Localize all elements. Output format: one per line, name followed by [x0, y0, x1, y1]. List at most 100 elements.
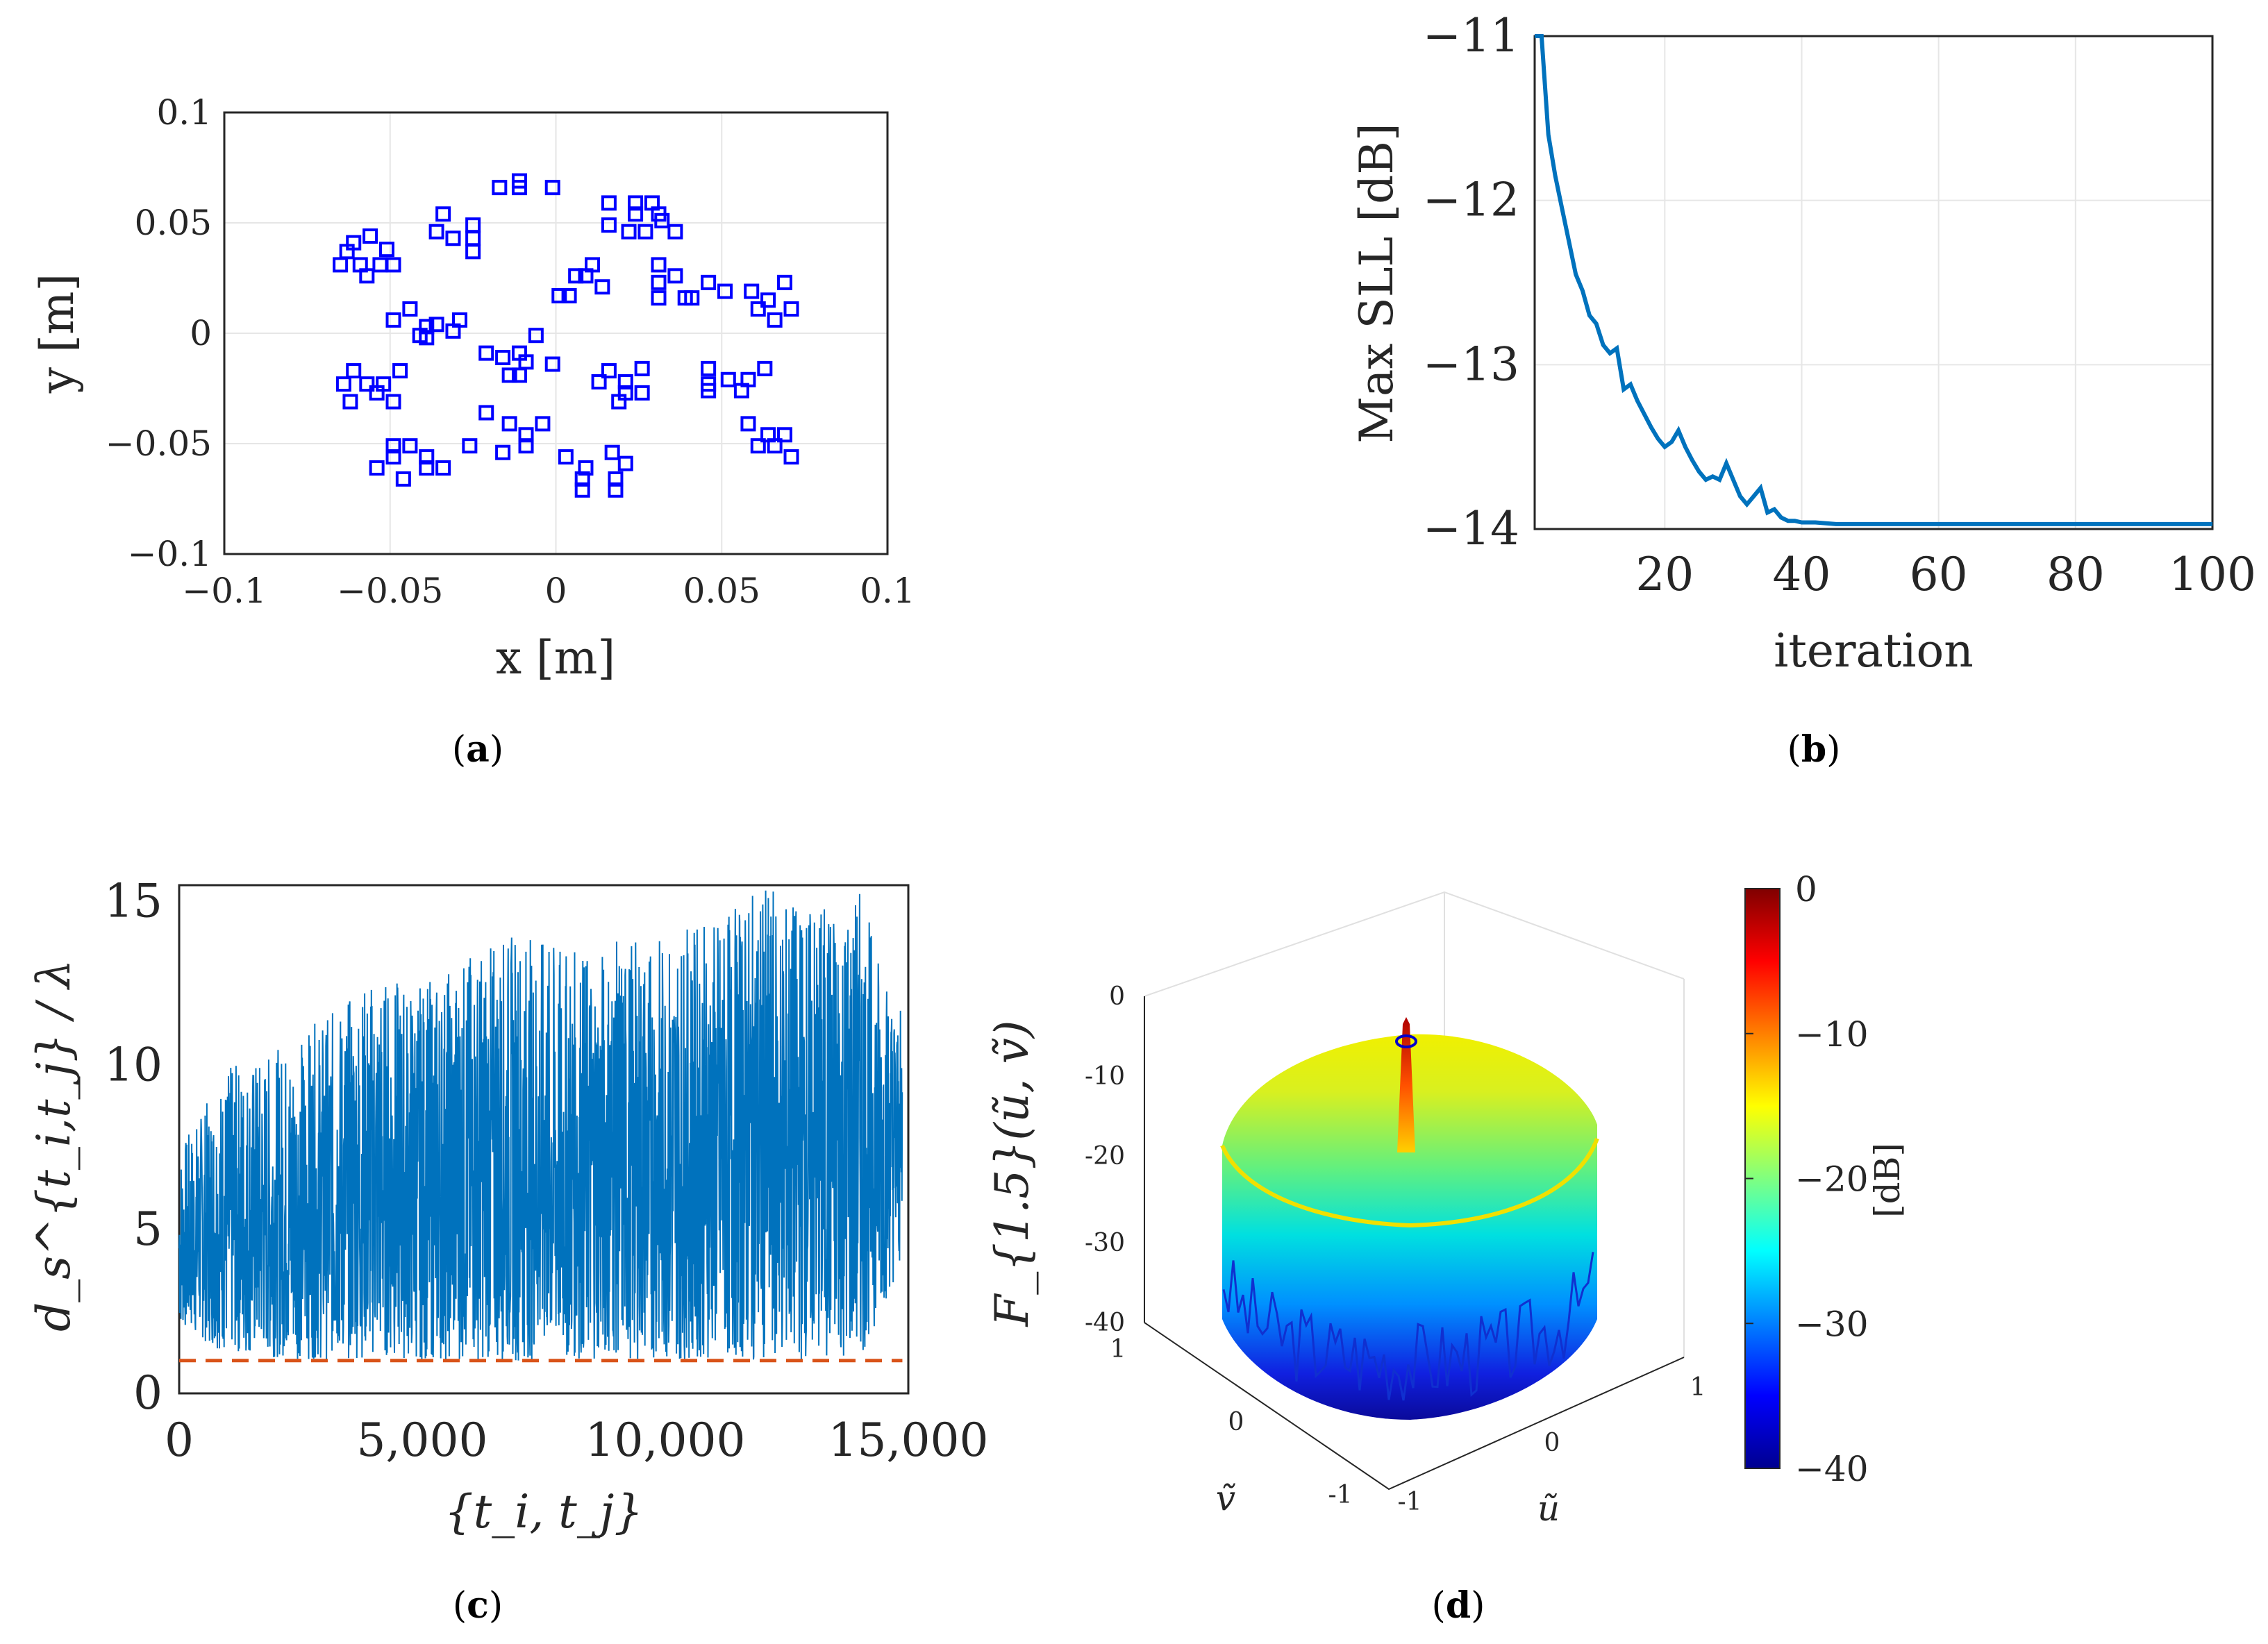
panel-a-marker: [501, 367, 517, 383]
panel-a-marker: [776, 427, 792, 443]
panel-a-marker: [333, 257, 349, 273]
panel-b-axes-box: [1533, 35, 2214, 530]
panel-a-marker: [402, 438, 418, 454]
panel-a-marker: [611, 394, 627, 410]
panel-a-marker: [744, 283, 760, 299]
panel-a-marker: [378, 242, 394, 258]
panel-a-marker: [359, 376, 375, 392]
panel-b-line: 20 40 60 80 100 −11 −12 −13 −14 iteration Max S…: [1350, 9, 2256, 771]
panel-a-marker: [701, 383, 717, 399]
panel-b-grid: [1535, 35, 2213, 530]
panel-a-marker: [495, 444, 511, 460]
panel-a-marker: [750, 301, 766, 317]
panel-a-xtick-label: 0: [545, 571, 567, 611]
panel-b-ytick-label: −14: [1423, 502, 1519, 555]
panel-a-xtick-label: −0.1: [182, 571, 266, 611]
panel-d-surface-floor: [1222, 1252, 1594, 1401]
panel-c-caption: (c): [453, 1584, 503, 1627]
panel-a-marker: [369, 460, 385, 476]
panel-a-marker: [651, 206, 667, 222]
panel-a-marker: [720, 371, 736, 387]
panel-a-marker: [767, 312, 783, 328]
panel-a-marker: [783, 449, 799, 465]
panel-d-colorbar-tick-label: 0: [1795, 869, 1817, 909]
panel-a-marker: [601, 217, 617, 233]
panel-b-ytick-label: −11: [1423, 9, 1519, 62]
panel-a-xtick-label: 0.1: [860, 571, 915, 611]
panel-a-marker: [544, 356, 560, 372]
panel-a-marker: [465, 230, 481, 246]
panel-d-ztick-label: 0: [1109, 982, 1125, 1011]
panel-d-caption: (d): [1432, 1584, 1485, 1627]
panel-a-marker: [385, 449, 401, 465]
panel-d-colorbar-tick-label: −10: [1795, 1014, 1869, 1055]
panel-a-marker: [392, 363, 408, 379]
panel-b-ytick-label: −12: [1423, 174, 1519, 227]
panel-a-marker: [608, 482, 624, 498]
panel-a-marker: [637, 224, 653, 240]
panel-c-xtick-label: 5,000: [357, 1414, 488, 1467]
panel-a-marker: [617, 374, 633, 389]
panel-d-colorbar-tick-label: −30: [1795, 1304, 1869, 1344]
panel-a-marker: [757, 360, 773, 376]
panel-c-xlabel: {t_i, t_j}: [444, 1485, 644, 1538]
panel-a-marker: [445, 230, 461, 246]
panel-a-marker: [528, 328, 544, 344]
panel-a-marker: [651, 257, 667, 273]
panel-a-marker: [601, 363, 617, 379]
panel-a-marker: [385, 257, 401, 273]
panel-a-marker: [362, 228, 378, 244]
panel-a-marker: [717, 283, 733, 299]
panel-a-marker: [558, 449, 574, 465]
panel-d-utick-label: 0: [1544, 1429, 1560, 1457]
panel-d-v-ticks: -1 0 1: [1110, 1335, 1353, 1509]
panel-d-ztick-label: -30: [1085, 1229, 1125, 1257]
panel-a-marker: [535, 416, 551, 432]
panel-a-marker: [511, 345, 527, 361]
panel-a-marker: [760, 292, 776, 308]
panel-d-zlabel: F_{1.5}(ũ, ṽ): [985, 1021, 1039, 1327]
panel-c-ytick-label: 15: [104, 875, 162, 928]
panel-c-x-ticks: 0 5,000 10,000 15,000: [165, 1414, 988, 1467]
panel-a-marker: [651, 274, 667, 290]
panel-a-marker: [684, 290, 700, 306]
panel-d-colorbar-label: [dB]: [1867, 1143, 1908, 1218]
panel-d-surface-body: [1220, 1017, 1599, 1420]
panel-a-marker: [419, 330, 435, 346]
panel-a-marker: [604, 444, 620, 460]
panel-a-scatter: −0.1 −0.05 0 0.05 0.1 0.1 0.05 0 −0.05 −0.1 x [m…: [31, 92, 915, 771]
panel-a-ytick-label: 0.05: [135, 203, 212, 243]
panel-a-marker: [701, 360, 717, 376]
panel-b-y-ticks: −11 −12 −13 −14: [1423, 9, 1519, 555]
panel-b-xtick-label: 40: [1772, 548, 1831, 601]
panel-a-marker: [402, 301, 418, 317]
panel-a-ytick-label: 0.1: [156, 92, 212, 133]
panel-d-ylabel: ṽ: [1216, 1478, 1235, 1518]
panel-d-3d-box: [1144, 891, 1685, 1491]
panel-a-marker: [740, 416, 756, 432]
panel-a-marker: [551, 287, 567, 303]
panel-a-marker: [578, 460, 594, 476]
panel-a-markers: [333, 173, 799, 498]
panel-b-xtick-label: 80: [2046, 548, 2105, 601]
panel-c-ylabel: d_s^{t_i,t_j} / λ: [27, 959, 81, 1332]
panel-a-ytick-label: 0: [190, 313, 212, 353]
panel-a-marker: [385, 438, 401, 454]
panel-a-marker: [608, 471, 624, 487]
panel-b-letter: b: [1801, 728, 1826, 771]
panel-a-marker: [419, 460, 435, 476]
panel-a-marker: [452, 312, 468, 328]
panel-d-surface-rim: [1220, 1137, 1599, 1228]
panel-c-ytick-label: 0: [133, 1366, 162, 1420]
panel-b-caption: (b): [1787, 728, 1841, 771]
panel-a-marker: [465, 244, 481, 260]
panel-d-ztick-label: -20: [1085, 1142, 1125, 1171]
panel-a-marker: [501, 416, 517, 432]
panel-b-xtick-label: 60: [1910, 548, 1968, 601]
panel-a-marker: [544, 180, 560, 196]
panel-a-marker: [733, 383, 749, 399]
panel-a-marker: [651, 290, 667, 306]
panel-a-marker: [419, 449, 435, 465]
panel-a-marker: [591, 374, 607, 389]
